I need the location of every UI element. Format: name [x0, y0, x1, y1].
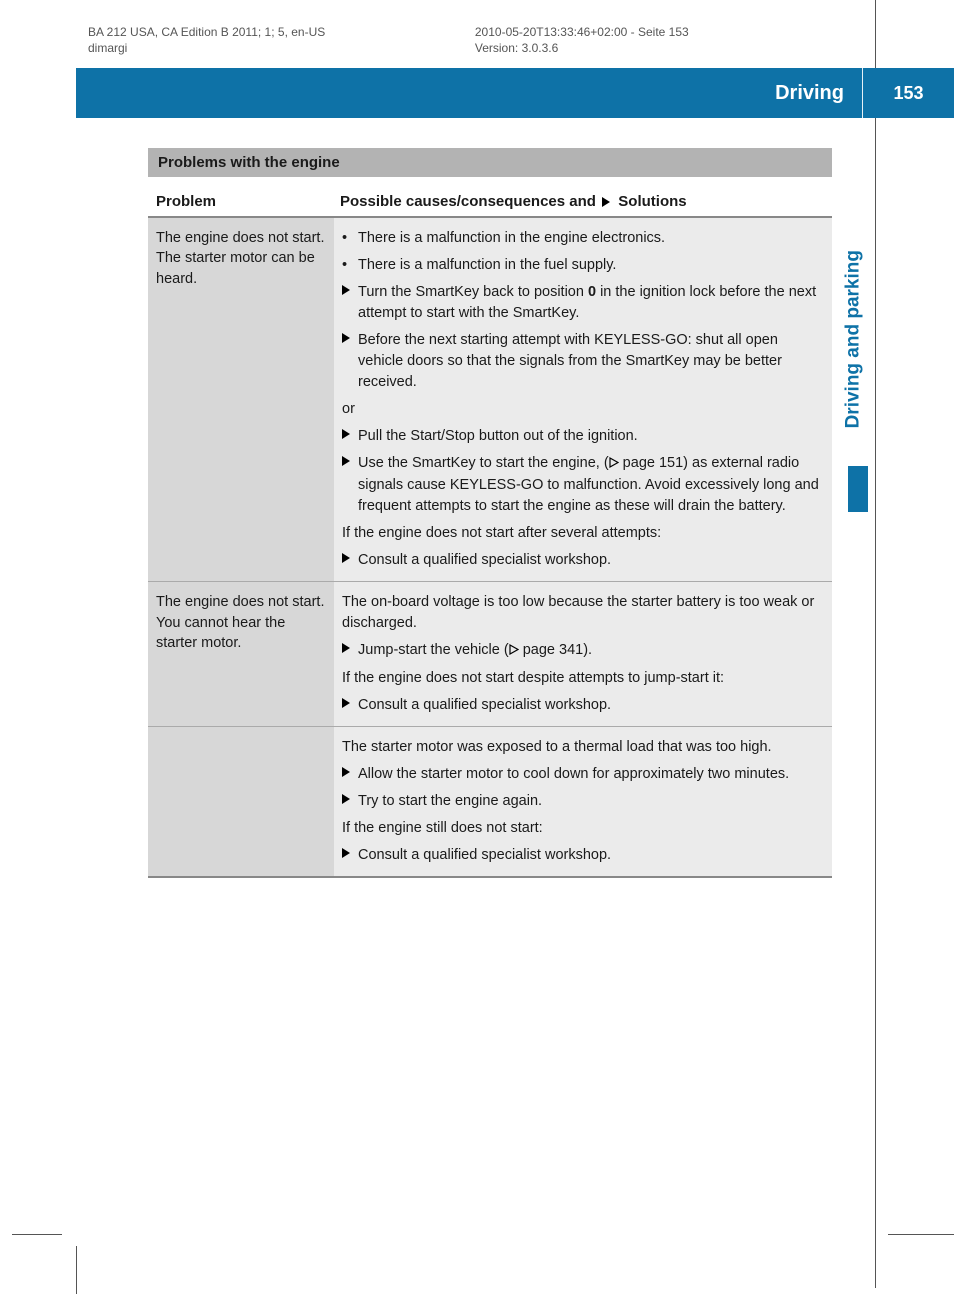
action-item: Try to start the engine again.	[342, 791, 822, 812]
page-title: Driving	[775, 82, 844, 105]
action-triangle-wrap	[342, 640, 358, 662]
table-header-solutions: Possible causes/consequences and Solutio…	[334, 193, 832, 210]
problem-cell: The engine does not start. The starter m…	[148, 218, 334, 581]
bold-text: 0	[588, 284, 596, 300]
triangle-icon	[342, 643, 350, 653]
page-ref-icon	[609, 454, 619, 475]
action-text: Consult a qualified specialist workshop.	[358, 845, 822, 866]
crop-tick-vertical	[76, 1246, 77, 1294]
meta-edition: BA 212 USA, CA Edition B 2011; 1; 5, en-…	[88, 24, 475, 40]
page-header-bar: Driving 153	[76, 68, 954, 118]
action-text: Use the SmartKey to start the engine, ( …	[358, 453, 822, 517]
triangle-icon	[342, 698, 350, 708]
crop-rule-bottom-left	[12, 1234, 62, 1235]
table-header-problem: Problem	[148, 193, 334, 210]
table-row: The starter motor was exposed to a therm…	[148, 727, 832, 878]
bullet-item: There is a malfunction in the engine ele…	[342, 228, 822, 249]
action-triangle-wrap	[342, 426, 358, 447]
action-triangle-wrap	[342, 764, 358, 785]
table-header-solutions-b: Solutions	[614, 193, 687, 210]
action-item: Allow the starter motor to cool down for…	[342, 764, 822, 785]
plain-text: If the engine does not start after sever…	[342, 523, 822, 544]
problem-cell: The engine does not start. You cannot he…	[148, 582, 334, 726]
plain-text: The starter motor was exposed to a therm…	[342, 737, 822, 758]
crop-rule-bottom-right	[888, 1234, 954, 1235]
action-triangle-wrap	[342, 791, 358, 812]
action-item: Use the SmartKey to start the engine, ( …	[342, 453, 822, 517]
action-text: Consult a qualified specialist workshop.	[358, 550, 822, 571]
triangle-icon	[342, 285, 350, 295]
action-text: Pull the Start/Stop button out of the ig…	[358, 426, 822, 447]
bullet-dot-icon	[342, 255, 358, 276]
table-header-row: Problem Possible causes/consequences and…	[148, 193, 832, 218]
action-item: Consult a qualified specialist workshop.	[342, 550, 822, 571]
table-row: The engine does not start. The starter m…	[148, 218, 832, 582]
action-item: Jump-start the vehicle ( page 341).	[342, 640, 822, 662]
or-text: or	[342, 399, 822, 420]
triangle-icon	[342, 553, 350, 563]
triangle-icon	[342, 333, 350, 343]
triangle-icon	[342, 794, 350, 804]
action-triangle-wrap	[342, 695, 358, 716]
solution-cell: There is a malfunction in the engine ele…	[334, 218, 832, 581]
action-text: Jump-start the vehicle ( page 341).	[358, 640, 822, 662]
bullet-text: There is a malfunction in the fuel suppl…	[358, 255, 822, 276]
page-header-main: Driving	[76, 68, 862, 118]
meta-right: 2010-05-20T13:33:46+02:00 - Seite 153 Ve…	[475, 24, 862, 56]
table-header-solutions-a: Possible causes/consequences and	[340, 193, 600, 210]
meta-timestamp: 2010-05-20T13:33:46+02:00 - Seite 153	[475, 24, 862, 40]
page-number: 153	[893, 83, 923, 104]
side-tab-label: Driving and parking	[838, 250, 868, 428]
action-triangle-wrap	[342, 845, 358, 866]
action-item: Consult a qualified specialist workshop.	[342, 845, 822, 866]
triangle-icon	[342, 848, 350, 858]
triangle-icon	[342, 429, 350, 439]
section-title: Problems with the engine	[148, 148, 832, 177]
action-text: Allow the starter motor to cool down for…	[358, 764, 822, 785]
bullet-item: There is a malfunction in the fuel suppl…	[342, 255, 822, 276]
triangle-icon	[342, 456, 350, 466]
bullet-text: There is a malfunction in the engine ele…	[358, 228, 822, 249]
crop-rule-right	[875, 0, 876, 1288]
action-triangle-wrap	[342, 550, 358, 571]
action-text: Try to start the engine again.	[358, 791, 822, 812]
solution-cell: The on-board voltage is too low because …	[334, 582, 832, 726]
triangle-icon	[342, 767, 350, 777]
table-body: The engine does not start. The starter m…	[148, 218, 832, 878]
solution-cell: The starter motor was exposed to a therm…	[334, 727, 832, 876]
action-text: Turn the SmartKey back to position 0 in …	[358, 282, 822, 324]
page-ref-icon	[509, 641, 519, 662]
side-tab: Driving and parking	[838, 250, 868, 428]
action-item: Pull the Start/Stop button out of the ig…	[342, 426, 822, 447]
page-number-cell: 153	[862, 68, 954, 118]
side-tab-block	[848, 466, 868, 512]
plain-text: The on-board voltage is too low because …	[342, 592, 822, 634]
plain-text: If the engine still does not start:	[342, 818, 822, 839]
action-text: Consult a qualified specialist workshop.	[358, 695, 822, 716]
action-triangle-wrap	[342, 453, 358, 517]
bullet-dot-icon	[342, 228, 358, 249]
meta-header: BA 212 USA, CA Edition B 2011; 1; 5, en-…	[88, 24, 894, 56]
action-item: Consult a qualified specialist workshop.	[342, 695, 822, 716]
meta-version: Version: 3.0.3.6	[475, 40, 862, 56]
content-area: Problems with the engine Problem Possibl…	[148, 148, 832, 878]
meta-left: BA 212 USA, CA Edition B 2011; 1; 5, en-…	[88, 24, 475, 56]
meta-user: dimargi	[88, 40, 475, 56]
action-item: Turn the SmartKey back to position 0 in …	[342, 282, 822, 324]
problem-cell-empty	[148, 727, 334, 876]
action-text: Before the next starting attempt with KE…	[358, 330, 822, 393]
action-item: Before the next starting attempt with KE…	[342, 330, 822, 393]
triangle-icon	[602, 197, 610, 207]
action-triangle-wrap	[342, 282, 358, 324]
action-triangle-wrap	[342, 330, 358, 393]
table-row: The engine does not start. You cannot he…	[148, 582, 832, 727]
plain-text: If the engine does not start despite att…	[342, 668, 822, 689]
